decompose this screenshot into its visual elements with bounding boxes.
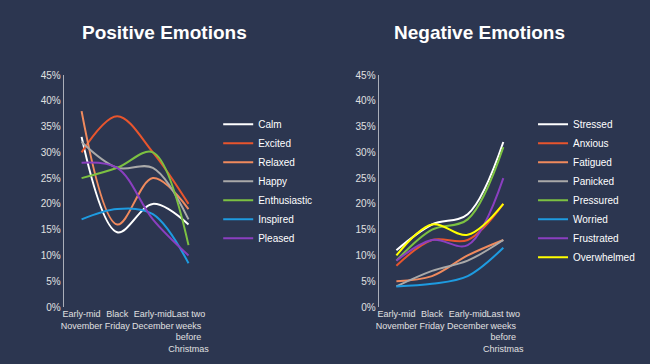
- svg-text:Pleased: Pleased: [258, 233, 294, 244]
- svg-text:35%: 35%: [356, 121, 376, 132]
- svg-text:10%: 10%: [356, 250, 376, 261]
- svg-text:5%: 5%: [361, 276, 376, 287]
- svg-text:Early-midNovember: Early-midNovember: [61, 309, 103, 331]
- svg-text:0%: 0%: [361, 302, 376, 313]
- svg-text:Happy: Happy: [258, 176, 287, 187]
- svg-text:20%: 20%: [41, 198, 61, 209]
- svg-text:Frustrated: Frustrated: [573, 233, 619, 244]
- svg-text:BlackFriday: BlackFriday: [420, 309, 446, 331]
- svg-text:Inspired: Inspired: [258, 214, 294, 225]
- svg-text:Stressed: Stressed: [573, 119, 612, 130]
- svg-text:Worried: Worried: [573, 214, 608, 225]
- svg-text:Early-midNovember: Early-midNovember: [376, 309, 418, 331]
- svg-text:Last twoweeksbeforeChristmas: Last twoweeksbeforeChristmas: [483, 309, 524, 354]
- svg-text:Enthusiastic: Enthusiastic: [258, 195, 312, 206]
- svg-text:Positive Emotions: Positive Emotions: [82, 22, 247, 43]
- svg-text:Pressured: Pressured: [573, 195, 619, 206]
- svg-text:35%: 35%: [41, 121, 61, 132]
- svg-text:45%: 45%: [356, 70, 376, 81]
- svg-text:Last twoweeksbeforeChristmas: Last twoweeksbeforeChristmas: [168, 309, 209, 354]
- svg-text:0%: 0%: [46, 302, 61, 313]
- svg-text:25%: 25%: [41, 173, 61, 184]
- svg-text:10%: 10%: [41, 250, 61, 261]
- svg-text:Excited: Excited: [258, 138, 291, 149]
- svg-text:30%: 30%: [356, 147, 376, 158]
- svg-text:45%: 45%: [41, 70, 61, 81]
- svg-text:Relaxed: Relaxed: [258, 157, 295, 168]
- svg-text:Negative Emotions: Negative Emotions: [394, 22, 565, 43]
- svg-text:Calm: Calm: [258, 119, 281, 130]
- svg-text:Early-midDecember: Early-midDecember: [447, 309, 489, 331]
- svg-text:Panicked: Panicked: [573, 176, 614, 187]
- svg-text:Early-midDecember: Early-midDecember: [132, 309, 174, 331]
- svg-text:Overwhelmed: Overwhelmed: [573, 252, 635, 263]
- svg-text:20%: 20%: [356, 198, 376, 209]
- svg-text:25%: 25%: [356, 173, 376, 184]
- svg-text:40%: 40%: [356, 95, 376, 106]
- svg-text:30%: 30%: [41, 147, 61, 158]
- svg-text:15%: 15%: [41, 224, 61, 235]
- svg-text:15%: 15%: [356, 224, 376, 235]
- svg-text:40%: 40%: [41, 95, 61, 106]
- svg-text:Anxious: Anxious: [573, 138, 609, 149]
- svg-text:5%: 5%: [46, 276, 61, 287]
- svg-text:Fatigued: Fatigued: [573, 157, 612, 168]
- svg-text:BlackFriday: BlackFriday: [105, 309, 131, 331]
